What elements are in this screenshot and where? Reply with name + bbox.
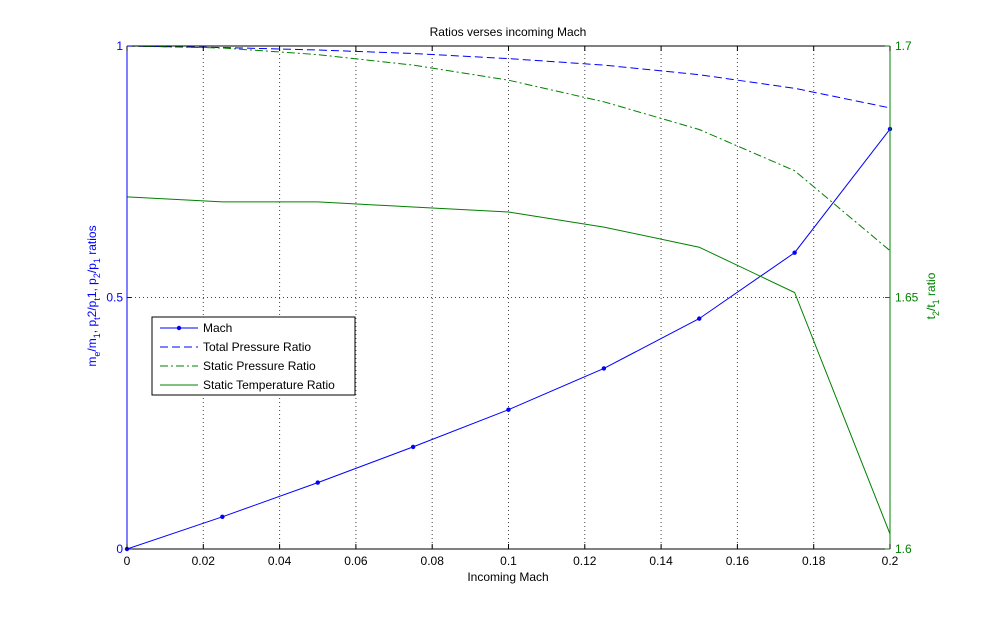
y-left-axis-label: me/m1, pt2/pt1, p2/p1 ratios xyxy=(85,225,102,366)
y-left-tick-label: 1 xyxy=(116,39,123,53)
legend-label-0: Mach xyxy=(203,321,232,335)
plot-series xyxy=(124,45,893,552)
axis-label-part: 2/p xyxy=(85,300,99,317)
axis-label-part: 1 xyxy=(92,333,102,338)
data-point xyxy=(410,444,416,450)
x-tick-label: 0.08 xyxy=(421,554,445,568)
axis-label-part: /m xyxy=(85,338,99,351)
axis-label-part: ratios xyxy=(85,225,99,258)
y-left-axis-ticks: 00.51 xyxy=(106,39,132,556)
axis-label-part: 1, p xyxy=(85,278,99,298)
x-tick-label: 0.12 xyxy=(573,554,597,568)
legend: Mach Total Pressure Ratio Static Pressure … xyxy=(151,316,356,396)
x-tick-label: 0.16 xyxy=(726,554,750,568)
axis-label-part: m xyxy=(85,357,99,367)
data-point xyxy=(315,480,320,485)
data-point xyxy=(220,514,225,520)
x-tick-label: 0.1 xyxy=(500,554,517,568)
axis-label-part: /p xyxy=(85,263,99,273)
x-tick-label: 0.04 xyxy=(268,554,292,568)
x-axis-ticks: 0 0.02 0.04 0.06 0.08 0.1 0.12 0.14 0.16 0.18 0.2 xyxy=(124,46,899,568)
axis-label-part: /t xyxy=(924,304,938,311)
legend-marker xyxy=(176,325,182,331)
y-right-tick-label: 1.7 xyxy=(895,39,912,53)
axis-label-part: t xyxy=(92,317,102,320)
y-left-tick-label: 0.5 xyxy=(106,291,123,305)
chart-title: Ratios verses incoming Mach xyxy=(430,25,587,39)
series-line-3 xyxy=(126,196,891,535)
x-tick-label: 0.2 xyxy=(882,554,899,568)
y-left-tick-label: 0 xyxy=(116,542,123,556)
axis-label-part: e xyxy=(92,352,102,357)
axis-label-part: , p xyxy=(85,320,99,334)
axis-label-part: 2 xyxy=(931,311,941,316)
axis-label-part: t xyxy=(92,298,102,301)
legend-label-1: Total Pressure Ratio xyxy=(203,340,311,354)
legend-label-2: Static Pressure Ratio xyxy=(203,359,316,373)
y-right-axis-ticks: 1.6 1.65 1.7 xyxy=(885,39,919,556)
data-point xyxy=(601,366,607,371)
axis-label-part: 2 xyxy=(92,273,102,278)
x-tick-label: 0.02 xyxy=(192,554,216,568)
x-tick-label: 0.18 xyxy=(802,554,826,568)
y-right-axis-label: t2/t1 ratio xyxy=(924,272,941,319)
series-line-1 xyxy=(126,45,891,109)
data-point xyxy=(792,250,797,255)
x-tick-label: 0.06 xyxy=(344,554,368,568)
x-tick-label: 0.14 xyxy=(649,554,673,568)
axis-label-part: 1 xyxy=(931,299,941,304)
data-point xyxy=(697,316,702,321)
axis-label-part: ratio xyxy=(924,272,938,299)
legend-box xyxy=(151,316,356,396)
axis-label-part: t xyxy=(924,315,938,319)
x-axis-label: Incoming Mach xyxy=(467,570,548,584)
legend-label-3: Static Temperature Ratio xyxy=(203,378,335,392)
axis-label-part: 1 xyxy=(92,258,102,263)
x-tick-label: 0 xyxy=(124,554,131,568)
y-right-tick-label: 1.6 xyxy=(895,542,912,556)
y-right-tick-label: 1.65 xyxy=(895,291,919,305)
data-point xyxy=(506,407,511,412)
